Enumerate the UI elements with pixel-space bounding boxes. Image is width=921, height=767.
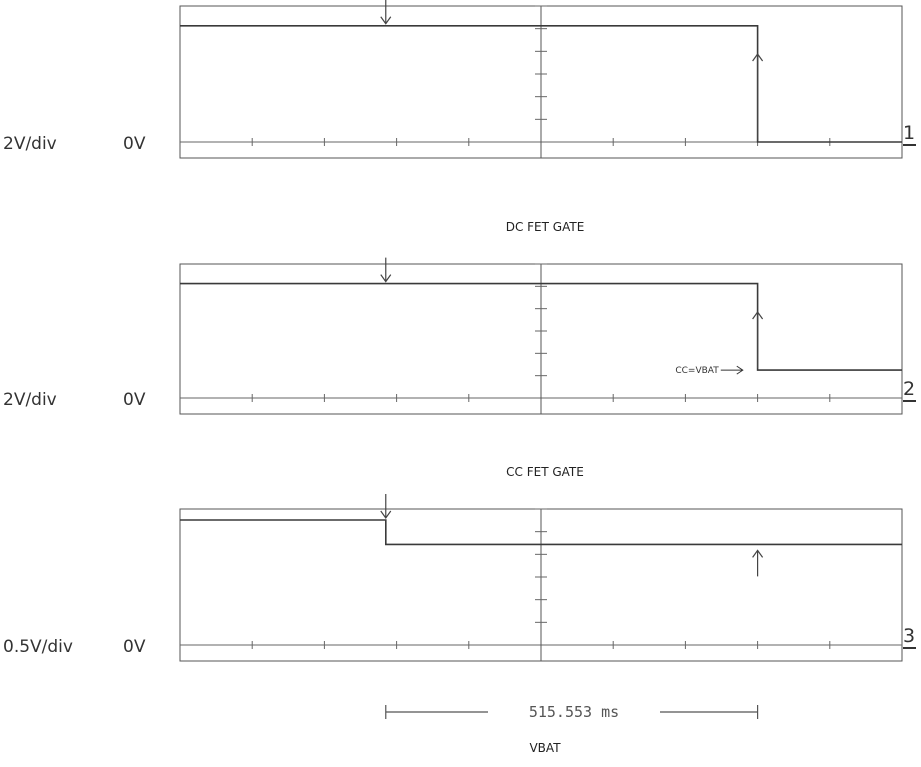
volts-per-div-label: 2V/div [3,134,57,154]
offset-label: 0V [123,637,146,657]
time-measurement-label: 515.553 ms [529,703,619,721]
cursor-arrow-down [380,0,392,25]
time-measurement: 515.553 ms [385,703,759,721]
channel-number: 2 [903,378,915,400]
signal-trace [180,519,902,546]
channel-number: 1 [903,122,915,144]
panel-title: VBAT [529,741,561,755]
offset-label: 0V [123,390,146,410]
channel-2-panel: CC=VBAT 2 2V/div 0V CC FET GATE [3,257,916,479]
panel-title: CC FET GATE [506,465,584,479]
channel-3-panel: 3 0.5V/div 0V VBAT [3,493,916,755]
volts-per-div-label: 0.5V/div [3,637,73,657]
cc-vbat-annotation: CC=VBAT [675,366,719,376]
cursor-arrow-down [380,257,392,283]
offset-label: 0V [123,134,146,154]
volts-per-div-label: 2V/div [3,390,57,410]
cursor-arrow-up [752,310,764,369]
cursor-arrow-up [752,549,764,577]
channel-1-panel: 1 2V/div 0V DC FET GATE [3,0,916,234]
cursor-arrow-down [380,493,392,520]
channel-number: 3 [903,625,915,647]
cursor-arrow-up [752,52,764,140]
panel-title: DC FET GATE [506,220,585,234]
annotation-arrow [720,365,744,375]
